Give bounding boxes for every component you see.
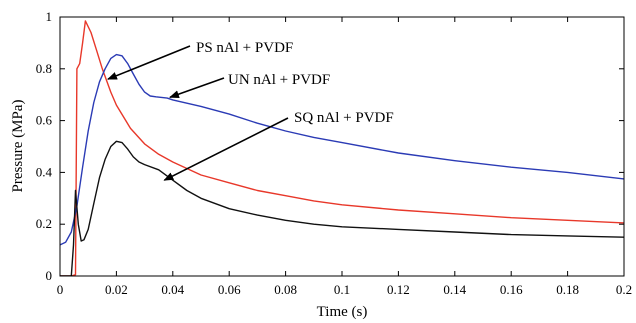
x-tick-label: 0.18	[556, 282, 579, 297]
y-tick-label: 0.4	[36, 164, 53, 179]
y-axis-title: Pressure (MPa)	[10, 100, 26, 193]
series-line-1	[60, 20, 624, 276]
x-tick-label: 0.1	[334, 282, 350, 297]
x-tick-label: 0.06	[218, 282, 241, 297]
y-tick-label: 0.6	[36, 113, 53, 128]
y-tick-label: 0	[46, 268, 53, 283]
y-tick-label: 1	[46, 9, 53, 24]
x-tick-label: 0.04	[161, 282, 184, 297]
x-tick-label: 0.14	[443, 282, 466, 297]
x-tick-label: 0.02	[105, 282, 128, 297]
annotation-arrow	[163, 117, 289, 181]
x-tick-label: 0.16	[500, 282, 523, 297]
x-tick-label: 0.08	[274, 282, 297, 297]
annotation-arrow	[169, 77, 225, 99]
x-tick-label: 0.2	[616, 282, 632, 297]
x-axis-title: Time (s)	[317, 304, 368, 320]
series-line-3	[60, 140, 624, 276]
annotation-label: UN nAl + PVDF	[228, 72, 330, 88]
y-tick-label: 0.8	[36, 61, 52, 76]
annotation-label: SQ nAl + PVDF	[294, 110, 394, 126]
annotation-label: PS nAl + PVDF	[196, 40, 293, 56]
y-tick-label: 0.2	[36, 216, 52, 231]
x-tick-label: 0	[57, 282, 64, 297]
plot-frame	[59, 16, 625, 277]
x-tick-label: 0.12	[387, 282, 410, 297]
series-line-2	[60, 53, 624, 246]
annotation-arrow	[107, 45, 191, 80]
